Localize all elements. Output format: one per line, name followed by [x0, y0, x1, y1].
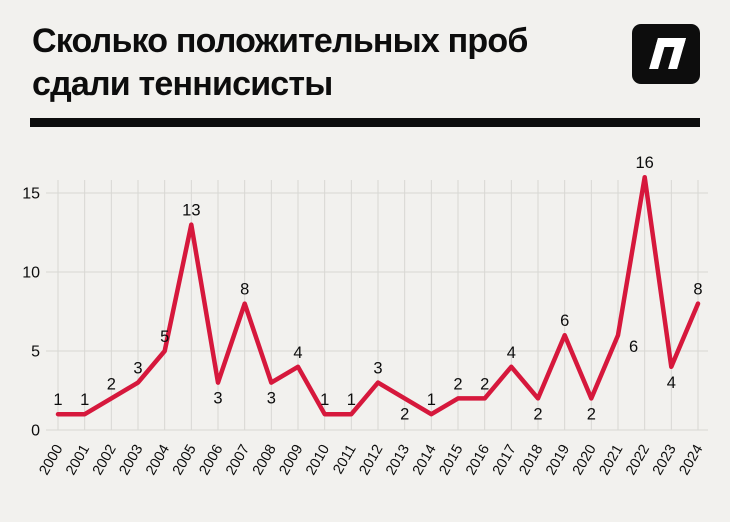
data-point-label: 4 — [507, 344, 516, 362]
data-point-label: 2 — [107, 375, 116, 393]
data-point-label: 16 — [635, 154, 653, 172]
x-axis-year-label: 2022 — [623, 442, 653, 478]
data-point-label: 2 — [533, 405, 542, 423]
data-point-label: 1 — [427, 391, 436, 409]
title-line-1: Сколько положительных проб — [32, 22, 528, 60]
data-point-label: 6 — [560, 312, 569, 330]
doping-tests-line-chart: 0 5 10 15 1 1 2 3 5 13 3 8 3 4 1 1 3 2 1 2 2 4 2 6 2 6 16 4 8 2000 200… — [10, 140, 720, 515]
x-axis-year-label: 2019 — [543, 442, 573, 478]
title-divider — [30, 118, 700, 127]
x-axis-year-label: 2008 — [250, 442, 280, 478]
data-point-label: 3 — [213, 390, 222, 408]
data-point-label: 1 — [53, 391, 62, 409]
x-axis-year-label: 2023 — [650, 442, 680, 478]
data-point-label: 3 — [133, 360, 142, 378]
x-axis-year-label: 2020 — [570, 442, 600, 478]
data-point-label: 6 — [629, 338, 638, 356]
data-point-label: 2 — [480, 375, 489, 393]
data-point-label: 4 — [667, 374, 676, 392]
x-axis-year-label: 2012 — [356, 442, 386, 478]
page-title: Сколько положительных проб сдали теннисис… — [32, 20, 528, 106]
x-axis-year-label: 2017 — [490, 442, 520, 478]
data-point-label: 1 — [347, 391, 356, 409]
x-axis-year-label: 2011 — [330, 442, 359, 477]
data-point-label: 2 — [453, 375, 462, 393]
data-point-label: 1 — [320, 391, 329, 409]
data-point-label: 13 — [182, 202, 200, 220]
x-axis-year-label: 2010 — [303, 442, 333, 478]
title-line-2: сдали теннисисты — [32, 65, 333, 103]
x-axis-year-label: 2003 — [116, 442, 146, 478]
data-point-label: 8 — [240, 281, 249, 299]
data-point-label: 2 — [400, 405, 409, 423]
data-point-label: 1 — [80, 391, 89, 409]
x-axis-year-label: 2024 — [676, 442, 706, 478]
y-axis-tick-label: 0 — [31, 423, 40, 440]
x-axis-year-label: 2021 — [596, 442, 626, 478]
x-axis-year-label: 2004 — [143, 442, 173, 478]
data-point-label: 4 — [293, 344, 302, 362]
data-point-label: 2 — [587, 405, 596, 423]
x-axis-year-label: 2016 — [463, 442, 493, 478]
data-point-label: 8 — [693, 281, 702, 299]
x-axis-year-label: 2015 — [436, 442, 466, 478]
x-axis-year-label: 2009 — [276, 442, 306, 478]
x-axis-year-label: 2002 — [90, 442, 120, 478]
brand-logo-icon — [632, 24, 700, 84]
y-axis-tick-label: 5 — [31, 344, 40, 361]
x-axis-year-label: 2007 — [223, 442, 253, 478]
x-axis-year-label: 2001 — [63, 442, 93, 478]
y-axis-tick-label: 15 — [22, 186, 40, 203]
data-point-label: 3 — [373, 360, 382, 378]
y-axis-tick-label: 10 — [22, 265, 40, 282]
x-axis-year-label: 2006 — [196, 442, 226, 478]
x-axis-year-label: 2014 — [410, 442, 440, 478]
brand-logo — [632, 24, 700, 84]
x-axis-year-label: 2013 — [383, 442, 413, 478]
data-point-label: 5 — [160, 328, 169, 346]
x-axis-year-label: 2000 — [36, 442, 66, 478]
x-axis-year-label: 2018 — [516, 442, 546, 478]
data-line — [55, 174, 701, 417]
x-axis-year-label: 2005 — [170, 442, 200, 478]
data-point-label: 3 — [267, 390, 276, 408]
